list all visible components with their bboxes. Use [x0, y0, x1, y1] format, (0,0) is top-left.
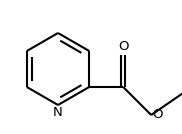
- Text: N: N: [53, 107, 63, 120]
- Text: O: O: [118, 40, 128, 53]
- Text: O: O: [152, 109, 163, 122]
